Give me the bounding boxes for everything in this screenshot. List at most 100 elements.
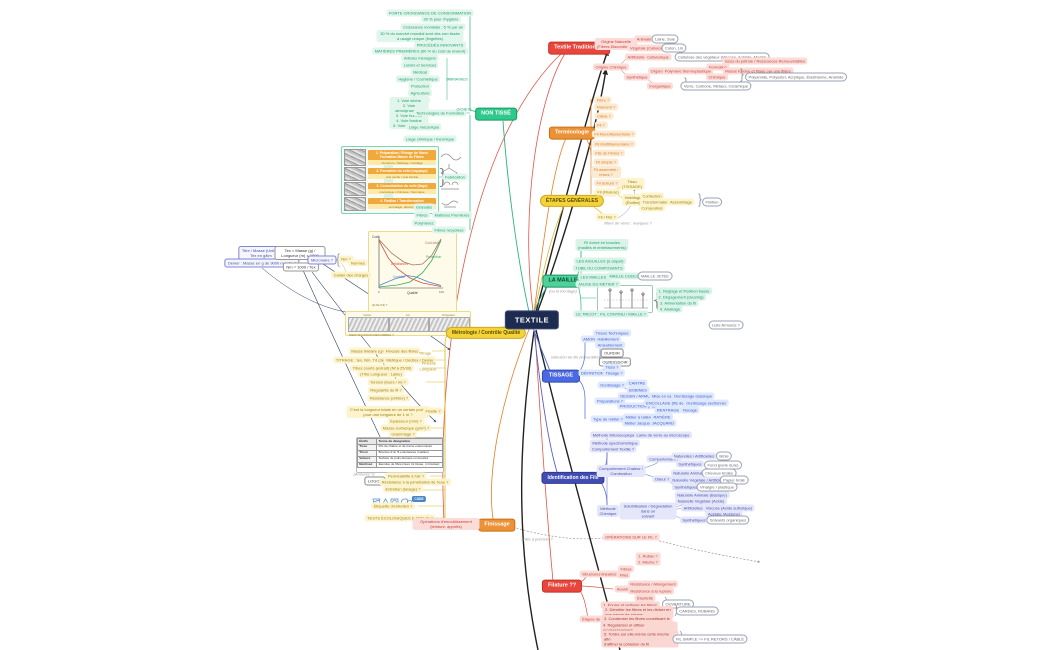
mindmap-leaf-oval[interactable]: Brûle [715, 451, 733, 461]
mindmap-node-pill[interactable]: 2. Dégagement (clearing) [655, 293, 707, 301]
mindmap-node-pill[interactable]: Polymères [412, 219, 436, 227]
mindmap-node-pill[interactable]: Étiquette d'entretien ? [371, 502, 415, 510]
mindmap-node-pill[interactable]: Transformation [640, 198, 672, 206]
mindmap-node-pill[interactable]: RENTRAGE [654, 406, 682, 414]
mindmap-node-pill[interactable]: Naturelle Végétale (Acide) [675, 497, 727, 505]
mindmap-node-pill[interactable]: OURDIR [600, 348, 624, 358]
mindmap-node-pill[interactable]: DESSIN / ARMURE [617, 392, 659, 400]
mindmap-node-pill[interactable]: Articles ménagers [401, 54, 439, 62]
mindmap-node-pill[interactable]: CANTRE [626, 379, 648, 387]
mindmap-node-pill[interactable]: Synthétique [623, 73, 651, 81]
mindmap-node-pill[interactable]: Fibre ? [594, 96, 612, 104]
mindmap-node-pill[interactable]: PROCÉDÉS INNOVANTS [414, 41, 466, 49]
mindmap-node-pill[interactable]: Loisirs et Services [401, 61, 439, 69]
mindmap-node-pill[interactable]: Ourdissage sectionnel [683, 399, 729, 407]
nonwoven-process-panel[interactable]: 1. Préparation / Étirage de fibres Forma… [341, 146, 462, 214]
branch-non-tisse[interactable]: NON TISSÉ [475, 107, 517, 121]
mindmap-node-pill[interactable]: Fil (Filature) [594, 188, 622, 196]
mindmap-node-pill[interactable]: Fil texturé ? [594, 179, 620, 187]
mindmap-node-pill[interactable]: Formation [706, 63, 730, 71]
mindmap-node-pill[interactable]: Grammage ? [388, 430, 418, 438]
mindmap-node-pill[interactable]: Animale [634, 35, 654, 43]
mindmap-node-pill[interactable]: Liage mécanique [406, 123, 442, 131]
mindmap-node-pill[interactable]: Finesse des fibres [383, 347, 421, 355]
mindmap-node-pill[interactable]: Fils de Fibres ? [592, 149, 626, 157]
mindmap-node-pill[interactable]: 1. Réglage et Position basse [656, 287, 712, 295]
mindmap-node-pill[interactable]: Granulés [413, 203, 435, 211]
mindmap-node-pill[interactable]: LES AIGUILLES (à clapet) [574, 257, 626, 265]
mindmap-node-pill[interactable]: Ourdissage ? [597, 381, 627, 389]
mindmap-node-pill[interactable]: Ficelle ? [423, 407, 443, 415]
mindmap-node-pill[interactable]: Fil Monofilamentaire ? [591, 130, 637, 138]
mindmap-node-pill[interactable]: 2. Mèche ? [635, 558, 661, 566]
mindmap-node-pill[interactable]: 30 % pour l'hygiène [420, 15, 462, 23]
mindmap-node-pill[interactable]: Viscose (Acide sulfurique) [703, 504, 755, 512]
mindmap-leaf-oval[interactable]: Laine, Soie [651, 34, 679, 44]
mindmap-node-pill[interactable]: Ameublement [595, 341, 625, 349]
mindmap-node-pill[interactable]: RATIÈRE [650, 413, 674, 421]
branch-etapes-generales[interactable]: ÉTAPES GÉNÉRALES [539, 194, 605, 208]
mindmap-node-pill[interactable]: Lame de verre au microscope [634, 431, 692, 439]
mindmap-node-pill[interactable]: Fil simple ? [593, 158, 619, 166]
mindmap-node-pill[interactable]: Confection [639, 192, 665, 200]
mindmap-leaf-oval[interactable]: Vinaigre / plastique [696, 482, 738, 492]
knitting-diagram[interactable] [597, 285, 653, 313]
mindmap-node-pill[interactable]: Résistance à la pénétration de l'eau ? [379, 478, 451, 486]
mindmap-node-pill[interactable]: Fil ? [594, 121, 608, 129]
mindmap-leaf-oval[interactable]: Liste Armures ? [708, 320, 744, 330]
mindmap-leaf-oval[interactable]: FIL SIMPLE => FIL RETORS / CÂBLÉ [672, 634, 748, 644]
branch-identification-fils[interactable]: Identification des Fils [541, 471, 605, 485]
mindmap-node-pill[interactable]: C'est la longueur totale en un certain p… [346, 406, 430, 418]
mindmap-node-pill[interactable]: FORTE CROISSANCE DE CONSOMMATION [386, 9, 474, 17]
mindmap-node-pill[interactable]: Câble ? [594, 112, 614, 120]
branch-tissage[interactable]: TISSAGE [541, 369, 581, 383]
mindmap-leaf-oval[interactable]: Verre, Carbone, Métaux, Céramique [680, 81, 752, 91]
mindmap-node-pill[interactable]: Méthode Chimique [597, 505, 619, 517]
mindmap-node-pill[interactable]: Résistance (cN/tex) ? [367, 394, 411, 402]
process-step-box[interactable]: 3. Consolidation du voile (liage) mécaniq… [368, 183, 436, 195]
mindmap-node-pill[interactable]: OPÉRATIONS SUR LE FIL ? [602, 533, 660, 541]
mindmap-node-pill[interactable]: MAILLE CUEILLIE [606, 272, 646, 280]
mindmap-leaf-oval[interactable]: Polyamide, Polyester, Acrylique, Élastha… [745, 72, 847, 82]
mindmap-node-pill[interactable]: Micronaire ? [307, 255, 337, 265]
process-step-box[interactable]: 4. Finition / Transformation enroulage, d… [368, 198, 436, 210]
mindmap-node-pill[interactable]: 3. Alimentation du fil [657, 299, 699, 307]
mindmap-node-pill[interactable]: Matières Premières [432, 211, 472, 219]
mindmap-node-pill[interactable]: Filament ? [594, 103, 618, 111]
process-step-box[interactable]: 1. Préparation / Étirage de fibres Forma… [368, 150, 436, 166]
mindmap-node-pill[interactable]: Synthétiques [675, 460, 705, 468]
mindmap-node-pill[interactable]: Normes [348, 259, 368, 267]
mindmap-node-pill[interactable]: Type de métier ? [590, 415, 626, 423]
mindmap-node-pill[interactable]: Artificielle [624, 53, 648, 61]
mindmap-node-pill[interactable]: Naturelle Animale (Basique) [674, 491, 730, 499]
mindmap-leaf-oval[interactable]: Solvants organiques [706, 515, 750, 525]
mindmap-node-pill[interactable]: Masse fondue et filage par une filière [722, 67, 794, 75]
mindmap-node-pill[interactable]: JAUGE DU MÉTIER ? [575, 280, 621, 288]
branch-filature[interactable]: Filature ?? [541, 579, 583, 593]
mindmap-node-pill[interactable]: BOBINES [626, 386, 650, 394]
mindmap-node-pill[interactable]: Métier à ratière [623, 413, 655, 421]
mindmap-node-pill[interactable]: Chimique [706, 73, 728, 81]
mindmap-node-pill[interactable]: JACQUARD [649, 419, 677, 427]
mindmap-node-pill[interactable]: Filés [617, 571, 631, 579]
mindmap-node-pill[interactable]: LE TRICOT : FIL CONTINU / MAILLE ? [573, 310, 649, 318]
mindmap-node-pill[interactable]: Solubilisation / Dégradation dans un sol… [619, 502, 677, 520]
mindmap-node-pill[interactable]: 4. Abattage [657, 305, 683, 313]
branch-terminologie[interactable]: Terminologie [548, 126, 596, 140]
mindmap-node-pill[interactable]: Fil / Filé ? [595, 213, 619, 221]
mindmap-node-pill[interactable]: Résistance / Allongement [627, 580, 679, 588]
mindmap-node-pill[interactable]: Fil assemblé / retors ? [591, 166, 621, 178]
mindmap-node-pill[interactable]: Comportement Chaleur / Combustion [596, 465, 646, 477]
mindmap-node-pill[interactable]: Cellulosique [644, 53, 672, 61]
mindmap-node-pill[interactable]: Entretien (lavage) ? [383, 485, 423, 493]
mindmap-node-pill[interactable]: Assemblage [667, 198, 695, 206]
branch-finissage[interactable]: Finissage [478, 518, 516, 532]
mindmap-node-pill[interactable]: Médical [410, 68, 430, 76]
fabric-terms-table[interactable]: Étoffe Terme de désignation Tissu Fils de c… [356, 437, 444, 473]
mindmap-node-pill[interactable]: Ourdissage classique [671, 392, 715, 400]
mindmap-node-pill[interactable]: Fabrication [442, 173, 468, 181]
care-code-badge[interactable]: CODE [411, 496, 427, 502]
mindmap-node-pill[interactable]: Fibres [617, 565, 635, 573]
mindmap-node-pill[interactable]: Acétate (Acétone) [705, 510, 743, 518]
mindmap-node-pill[interactable]: Fibres recyclées [431, 226, 467, 234]
